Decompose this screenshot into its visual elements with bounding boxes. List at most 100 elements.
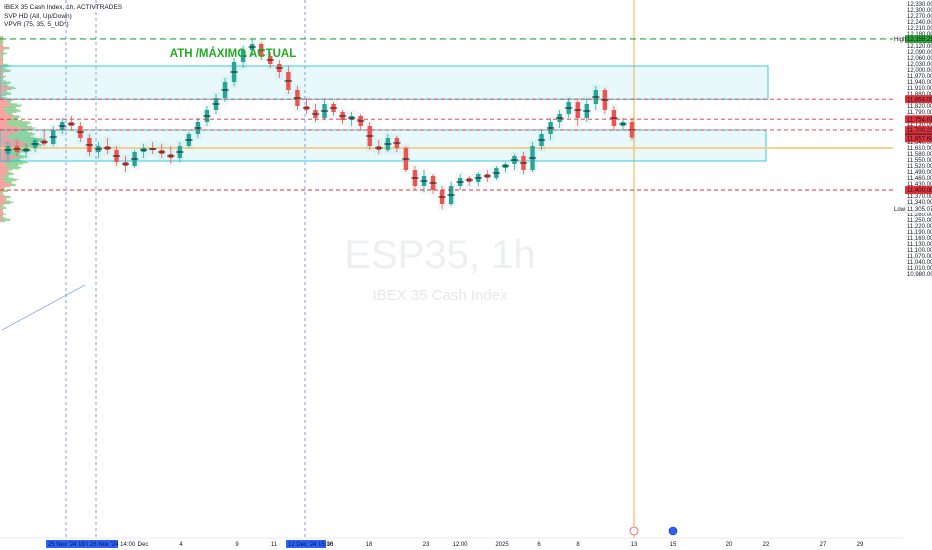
- profile-bar-up: [13, 115, 19, 117]
- profile-bar-down: [0, 114, 9, 116]
- indicator-svp[interactable]: SVP HD (All, Up/Down): [4, 12, 72, 20]
- profile-bar-up: [3, 213, 6, 215]
- price-tick: 11,790.00: [907, 110, 932, 116]
- profile-bar-down: [0, 193, 1, 195]
- profile-bar-up: [8, 99, 14, 101]
- profile-bar-down: [0, 213, 4, 215]
- profile-bar-up: [7, 136, 35, 139]
- profile-bar-down: [0, 170, 6, 172]
- price-tick: 11,490.00: [907, 170, 932, 176]
- price-tick: 12,300.00: [907, 8, 932, 14]
- candle: [410, 164, 420, 192]
- profile-bar-down: [0, 194, 2, 196]
- price-label-box: [905, 34, 932, 43]
- profile-bar-up: [2, 189, 9, 191]
- profile-bar-up: [0, 193, 3, 195]
- time-tick: 12:00: [452, 542, 468, 548]
- candle: [356, 112, 365, 132]
- price-tick: 11,100.00: [907, 248, 932, 254]
- time-tick: 27: [820, 542, 827, 548]
- candle: [166, 144, 175, 166]
- price-tick: 11,130.00: [907, 242, 932, 248]
- candle: [591, 84, 600, 112]
- profile-bar-down: [0, 133, 14, 135]
- profile-bar-down: [0, 144, 30, 146]
- candle: [40, 128, 49, 148]
- candle: [175, 140, 184, 164]
- time-highlight-right-text: 12 Dec '24 15:00: [288, 542, 334, 548]
- profile-bar-up: [2, 218, 11, 220]
- profile-bar-down: [0, 51, 2, 53]
- profile-bar-up: [2, 74, 3, 76]
- zones-layer: [0, 65, 893, 162]
- profile-bar-up: [10, 160, 27, 163]
- profile-bar-up: [12, 158, 20, 160]
- profile-bar-up: [1, 62, 3, 64]
- profile-bar-down: [0, 61, 3, 63]
- profile-bar-up: [1, 50, 3, 52]
- profile-bar-up: [1, 204, 5, 206]
- profile-bar-up: [7, 162, 29, 164]
- price-label-box: [905, 186, 932, 194]
- candle: [537, 128, 546, 152]
- price-label-value: 11,657.68: [907, 137, 932, 143]
- candle: [492, 164, 501, 182]
- profile-bar-up: [4, 70, 10, 73]
- profile-bar-down: [0, 195, 6, 197]
- profile-bar-up: [17, 130, 28, 133]
- profile-bar-up: [2, 73, 3, 75]
- candle: [49, 124, 58, 148]
- profile-bar-down: [0, 180, 6, 182]
- profile-bar-up: [8, 166, 22, 169]
- profile-bar-down: [0, 36, 2, 38]
- profile-bar-up: [0, 40, 3, 43]
- price-tick: 12,030.00: [907, 62, 932, 68]
- profile-bar-up: [13, 154, 24, 157]
- profile-bar-up: [6, 196, 11, 199]
- profile-bar-up: [18, 139, 46, 141]
- profile-bar-up: [13, 133, 36, 135]
- time-highlight-left-text: 25 Nov '24 19:00: [48, 542, 94, 548]
- chart-legend: IBEX 35 Cash Index, 1h, ACTIVTRADES SVP …: [4, 4, 122, 30]
- candle: [383, 132, 392, 154]
- price-tick: 11,370.00: [907, 194, 932, 200]
- price-tick: 11,340.00: [907, 200, 932, 206]
- profile-bar-down: [0, 126, 16, 128]
- profile-bar-up: [8, 172, 15, 175]
- candle: [248, 37, 257, 58]
- profile-bar-down: [0, 76, 3, 79]
- price-tick: 11,190.00: [907, 230, 932, 236]
- candle: [338, 108, 347, 126]
- profile-bar-up: [3, 69, 11, 71]
- profile-bar-down: [0, 88, 8, 91]
- symbol-title[interactable]: IBEX 35 Cash Index, 1h, ACTIVTRADES: [4, 4, 123, 11]
- indicator-vpvr[interactable]: VPVR (75, 35, 5_UD*): [4, 21, 69, 28]
- candle: [401, 144, 410, 174]
- profile-bar-down: [0, 110, 7, 112]
- profile-bar-down: [0, 186, 7, 188]
- candle: [275, 58, 284, 80]
- profile-bar-up: [2, 81, 11, 83]
- profile-bar-down: [0, 150, 7, 152]
- profile-bar-up: [2, 60, 3, 62]
- price-label-box: [904, 204, 932, 214]
- profile-bar-down: [0, 116, 15, 118]
- profile-bar-down: [0, 177, 3, 179]
- profile-bar-up: [1, 57, 3, 59]
- time-axis[interactable]: Dec 4 9 11 16 18 23 12:00 2025 6 8 13 15 20 22 27 29 25 N…: [0, 526, 903, 548]
- candle: [130, 148, 139, 170]
- profile-bar-down: [0, 100, 8, 103]
- profile-bar-up: [10, 183, 16, 185]
- profile-bar-up: [4, 178, 19, 181]
- profile-bar-up: [15, 126, 32, 128]
- price-label-value: 11,400.00: [907, 188, 932, 194]
- candle: [528, 140, 537, 174]
- candle: [555, 108, 564, 130]
- profile-bar-up: [1, 68, 7, 70]
- candle: [121, 154, 130, 174]
- price-tick: 12,000.00: [907, 68, 932, 74]
- profile-bar-up: [22, 128, 34, 130]
- profile-bar-down: [0, 86, 10, 88]
- profile-bar-down: [0, 198, 5, 200]
